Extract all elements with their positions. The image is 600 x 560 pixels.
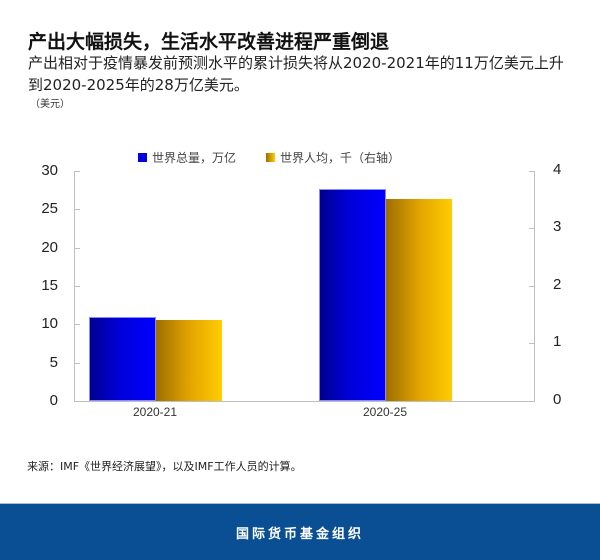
right-tick	[529, 343, 534, 344]
right-tick-label: 1	[553, 333, 562, 350]
left-tick-label: 15	[41, 277, 58, 294]
right-y-axis	[534, 171, 535, 402]
legend-swatch-blue	[138, 153, 147, 162]
left-tick	[75, 209, 80, 210]
legend-label: 世界总量，万亿	[152, 151, 237, 165]
x-tick-label: 2020-21	[132, 405, 178, 419]
bar-per-capita-2020-25	[386, 199, 452, 401]
source-note: 来源：IMF《世界经济展望》，以及IMF工作人员的计算。	[27, 460, 302, 473]
left-tick	[75, 248, 80, 249]
left-tick-label: 0	[49, 392, 58, 409]
right-tick	[529, 171, 534, 172]
right-tick-label: 3	[553, 218, 562, 235]
left-tick-label: 10	[41, 315, 58, 332]
legend-item-world-total: 世界总量，万亿	[138, 149, 236, 166]
left-tick-label: 30	[41, 162, 58, 179]
x-axis	[74, 401, 535, 402]
org-name: 国际货币基金组织	[235, 526, 364, 542]
footer-banner: 国际货币基金组织	[0, 503, 600, 560]
left-tick	[75, 324, 80, 325]
right-tick	[529, 228, 534, 229]
chart-subtitle: 产出相对于疫情暴发前预测水平的累计损失将从2020-2021年的11万亿美元上升…	[28, 54, 564, 94]
right-tick	[529, 286, 534, 287]
right-tick-label: 0	[553, 391, 562, 408]
left-tick-label: 20	[41, 239, 58, 256]
bar-per-capita-2020-21	[156, 320, 222, 401]
unit-label: （美元）	[30, 99, 70, 110]
right-tick-label: 2	[553, 276, 562, 293]
right-tick-label: 4	[553, 161, 562, 178]
left-tick	[75, 286, 80, 287]
chart-title: 产出大幅损失，生活水平改善进程严重倒退	[28, 31, 390, 53]
left-tick	[75, 171, 80, 172]
legend-swatch-gold	[266, 153, 276, 162]
left-tick	[75, 363, 80, 364]
legend-label: 世界人均，千（右轴）	[280, 151, 401, 165]
bar-world-total-2020-21	[89, 317, 156, 401]
left-y-axis	[74, 171, 75, 402]
left-tick-label: 25	[41, 200, 58, 217]
bar-world-total-2020-25	[319, 189, 386, 401]
legend: 世界总量，万亿 世界人均，千（右轴）	[138, 149, 430, 166]
chart-plot-area: 30 25 20 15 10 5 0 4 3 2 1 0 2020-21 202…	[41, 161, 562, 419]
legend-item-per-capita: 世界人均，千（右轴）	[266, 149, 400, 166]
x-tick-label: 2020-25	[362, 405, 408, 419]
left-tick-label: 5	[49, 354, 58, 371]
